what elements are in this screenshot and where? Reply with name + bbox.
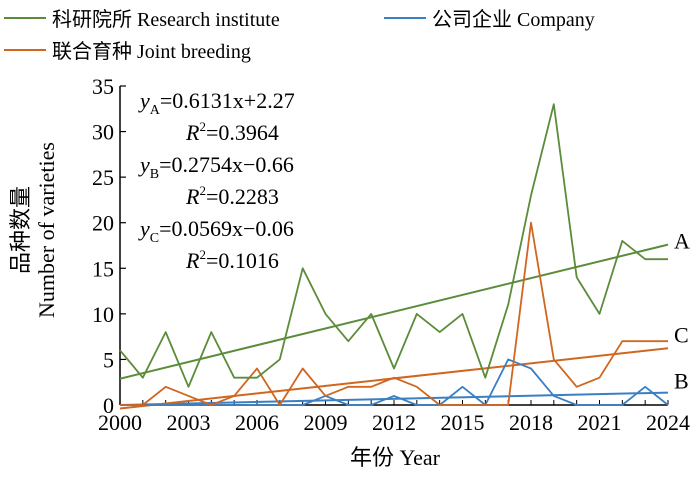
series-line-joint bbox=[120, 221, 668, 406]
equation-a: yA=0.6131x+2.27 bbox=[138, 88, 295, 118]
x-tick-label: 2003 bbox=[167, 410, 211, 435]
equation-c: yC=0.0569x−0.06 bbox=[138, 216, 294, 246]
x-tick-label: 2000 bbox=[98, 410, 142, 435]
y-ticks: 0 5 10 15 20 25 30 35 bbox=[92, 74, 126, 418]
series-lines bbox=[119, 103, 669, 406]
y-tick-label: 35 bbox=[92, 74, 114, 99]
equations: yA=0.6131x+2.27 R2=0.3964 yB=0.2754x−0.6… bbox=[138, 88, 295, 273]
x-axis-label: 年份 Year bbox=[350, 445, 441, 470]
equation-b: yB=0.2754x−0.66 bbox=[138, 152, 294, 182]
x-tick-label: 2018 bbox=[509, 410, 553, 435]
r2-c: R2=0.1016 bbox=[185, 247, 279, 273]
series-line-research bbox=[119, 103, 668, 388]
y-axis-label-cn: 品种数量 bbox=[8, 186, 33, 274]
legend: 科研院所 Research institute 公司企业 Company 联合育… bbox=[4, 8, 595, 63]
x-tick-label: 2015 bbox=[441, 410, 485, 435]
y-tick-label: 10 bbox=[92, 302, 114, 327]
legend-label-research: 科研院所 Research institute bbox=[52, 8, 280, 31]
trend-labels: A BC bbox=[674, 229, 690, 394]
legend-label-company: 公司企业 Company bbox=[432, 8, 595, 31]
y-tick-label: 5 bbox=[103, 347, 114, 372]
r2-a: R2=0.3964 bbox=[185, 119, 279, 145]
x-ticks: 2000 2003 2006 2009 2012 2015 2018 2021 2024 bbox=[98, 400, 690, 435]
y-tick-label: 20 bbox=[92, 211, 114, 236]
y-tick-label: 15 bbox=[92, 256, 114, 281]
x-tick-label: 2009 bbox=[304, 410, 348, 435]
x-tick-label: 2012 bbox=[372, 410, 416, 435]
r2-b: R2=0.2283 bbox=[185, 183, 279, 209]
x-tick-label: 2006 bbox=[235, 410, 279, 435]
trend-label-c: C bbox=[674, 322, 689, 347]
y-tick-label: 30 bbox=[92, 120, 114, 145]
trend-label-b: B bbox=[674, 369, 689, 394]
trend-line-b bbox=[119, 391, 669, 407]
y-tick-label: 0 bbox=[103, 393, 114, 418]
y-tick-label: 25 bbox=[92, 165, 114, 190]
x-tick-label: 2024 bbox=[646, 410, 690, 435]
legend-label-joint: 联合育种 Joint breeding bbox=[52, 40, 251, 63]
x-tick-label: 2021 bbox=[578, 410, 622, 435]
trend-label-a: A bbox=[674, 229, 690, 254]
y-axis-label-en: Number of varieties bbox=[34, 142, 59, 318]
trend-line-a bbox=[119, 243, 669, 380]
